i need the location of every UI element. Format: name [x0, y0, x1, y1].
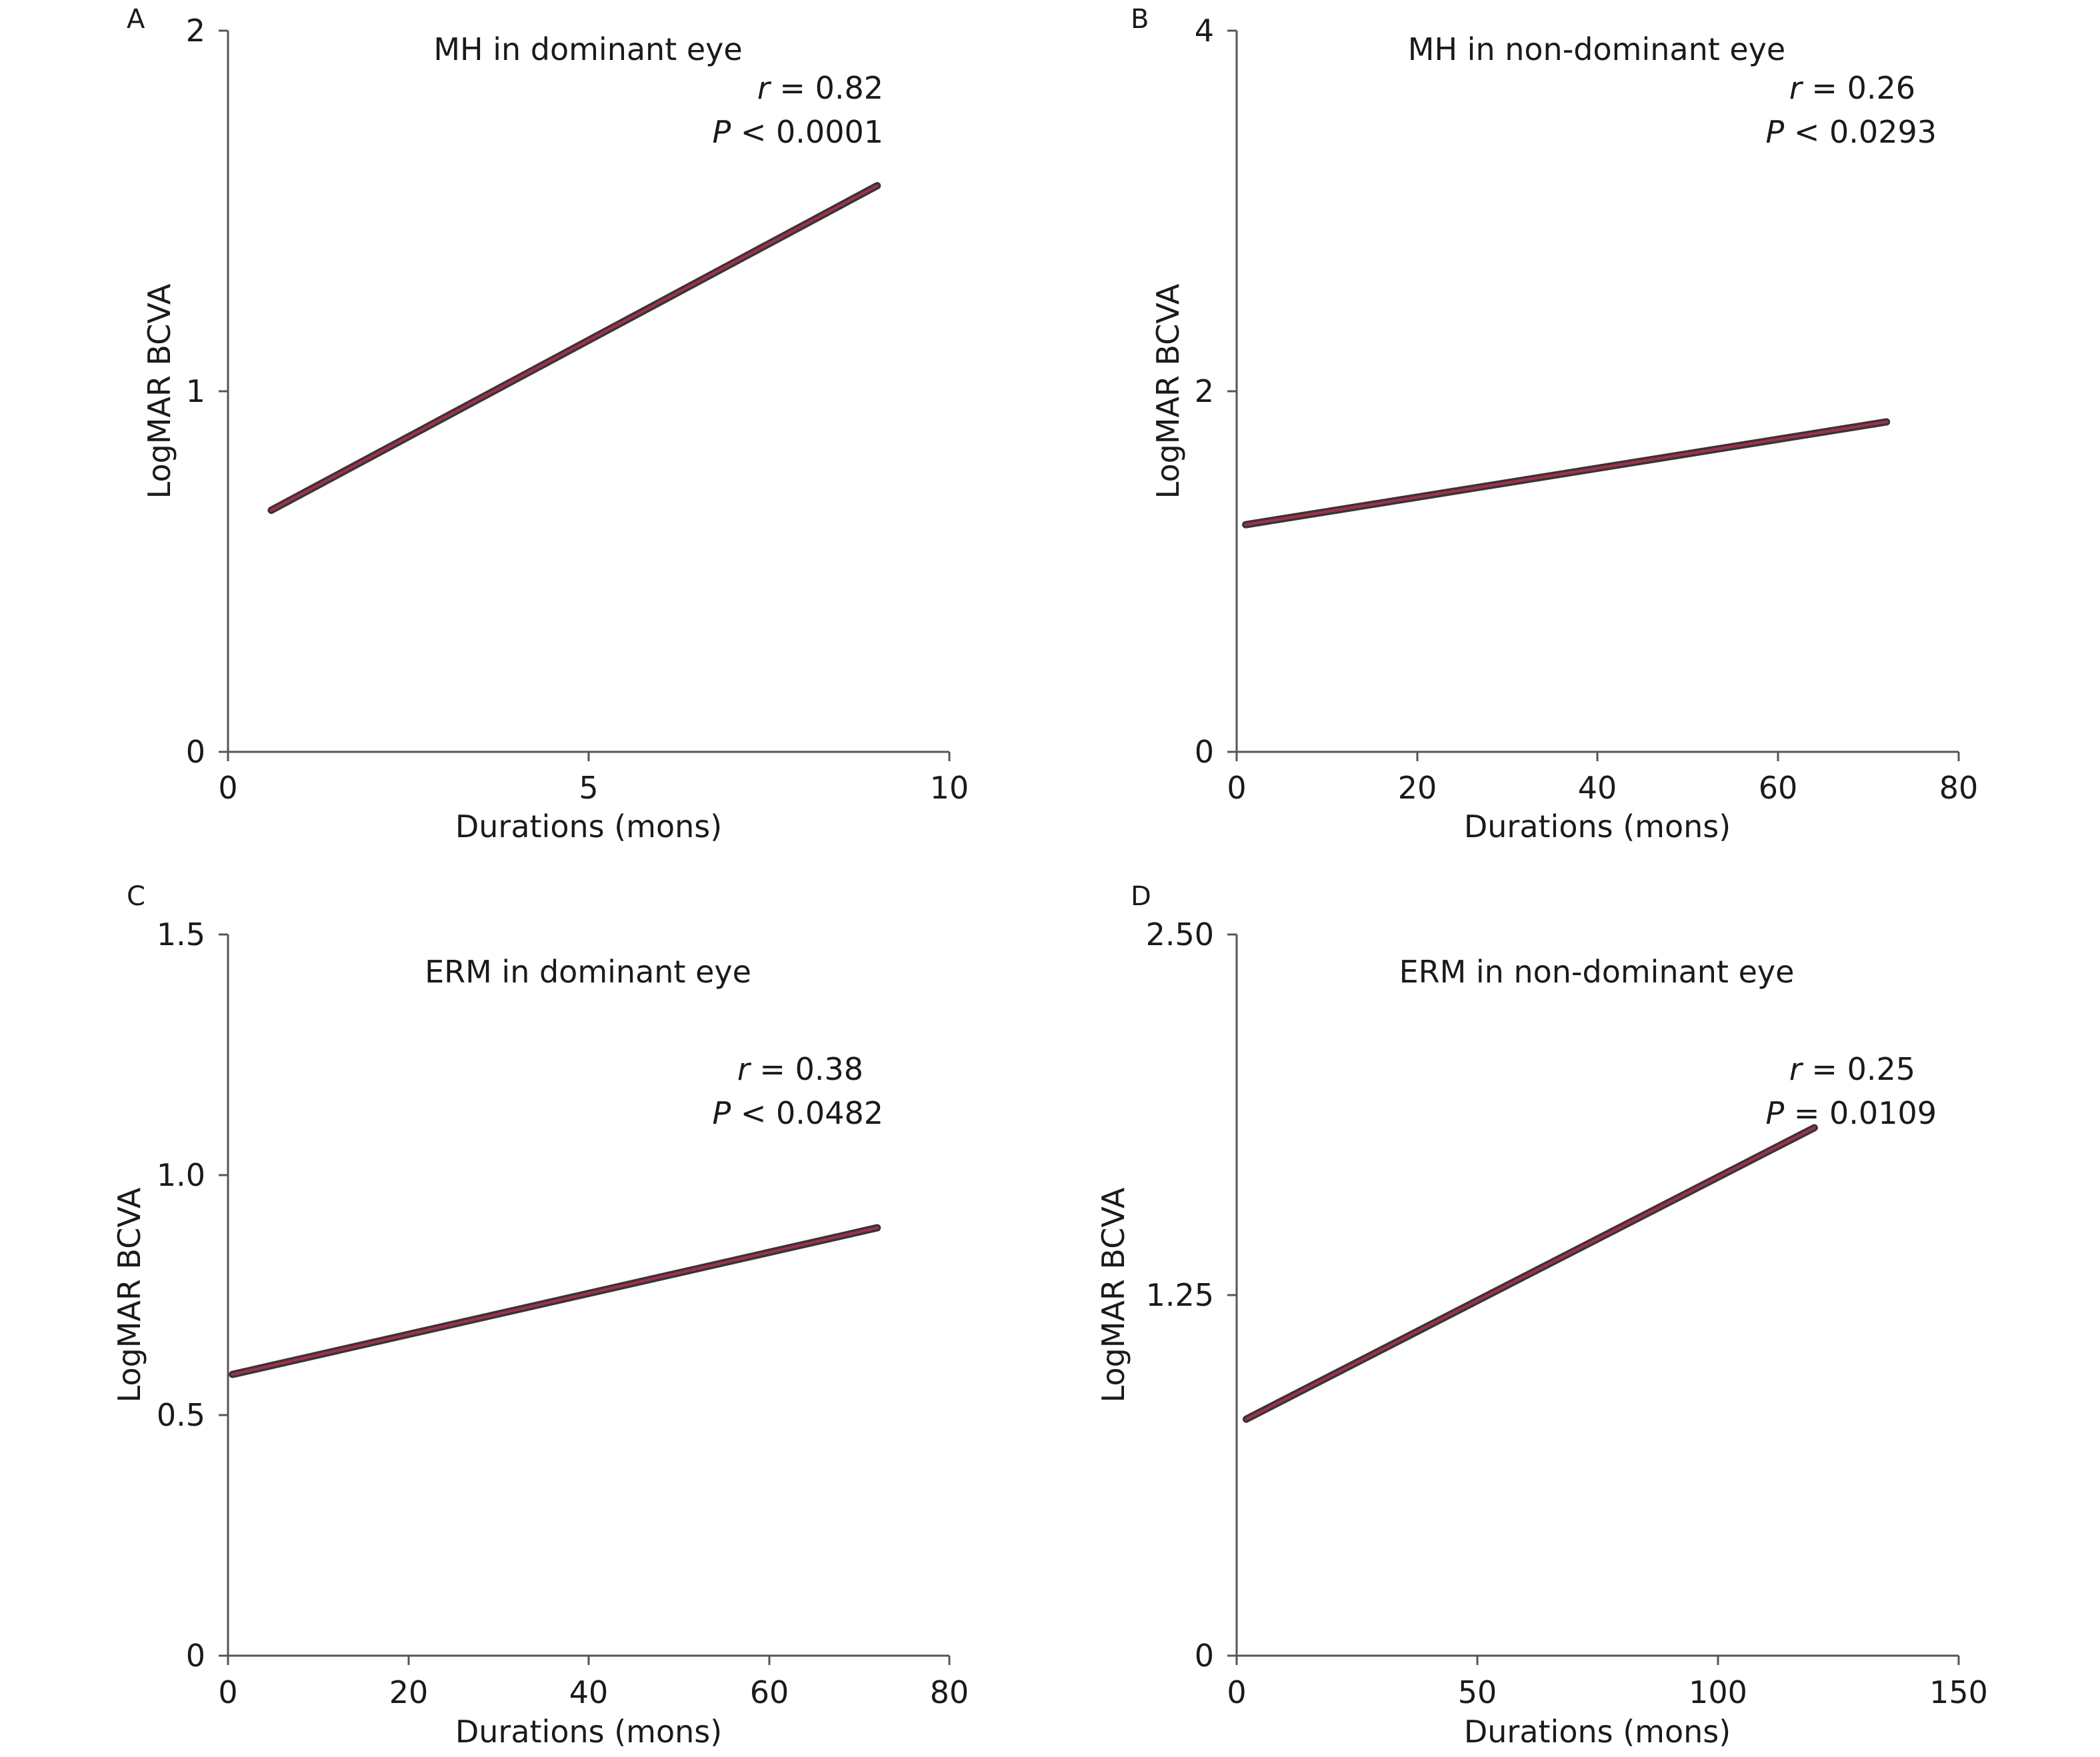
- chart-title: MH in dominant eye: [433, 31, 742, 67]
- y-tick-label: 0: [1195, 734, 1214, 770]
- x-ticks: 0 5 10: [218, 752, 969, 806]
- chart-title: ERM in non-dominant eye: [1399, 954, 1795, 990]
- y-axis-title: LogMAR BCVA: [111, 1187, 147, 1402]
- regression-line: [267, 182, 881, 515]
- y-tick-label: 1.5: [157, 916, 205, 952]
- x-tick-label: 0: [218, 1674, 237, 1710]
- y-axis-title: LogMAR BCVA: [141, 283, 177, 499]
- x-axis-title: Durations (mons): [1464, 1714, 1731, 1750]
- p-statistic: P = 0.0109: [1766, 1095, 1937, 1131]
- r-value: = 0.26: [1802, 70, 1915, 106]
- panel-letter: C: [127, 881, 145, 912]
- panel-letter: A: [127, 4, 145, 35]
- chart-title: MH in non-dominant eye: [1408, 31, 1785, 67]
- x-tick-label: 0: [218, 770, 237, 806]
- x-tick-label: 80: [930, 1674, 969, 1710]
- y-tick-label: 0: [186, 734, 205, 770]
- y-ticks: 0 1.25 2.50: [1146, 916, 1237, 1674]
- panel-a: A MH in dominant eye r = 0.82 P < 0.0001…: [127, 4, 969, 845]
- y-axis-title: LogMAR BCVA: [1150, 283, 1186, 499]
- x-tick-label: 0: [1227, 1674, 1246, 1710]
- p-symbol: P: [1766, 114, 1785, 150]
- r-symbol: r: [757, 70, 772, 106]
- x-axis-title: Durations (mons): [1464, 809, 1731, 845]
- chart-title: ERM in dominant eye: [425, 954, 751, 990]
- x-tick-label: 20: [1398, 770, 1437, 806]
- x-tick-label: 5: [579, 770, 598, 806]
- p-statistic: P < 0.0293: [1766, 114, 1937, 150]
- x-tick-label: 80: [1939, 770, 1979, 806]
- x-tick-label: 40: [1578, 770, 1617, 806]
- y-tick-label: 1.0: [157, 1157, 205, 1193]
- p-statistic: P < 0.0482: [713, 1095, 884, 1131]
- r-statistic: r = 0.25: [1789, 1051, 1915, 1087]
- r-value: = 0.82: [770, 70, 883, 106]
- panel-b: B MH in non-dominant eye r = 0.26 P < 0.…: [1131, 4, 1978, 845]
- panel-c: C ERM in dominant eye r = 0.38 P < 0.048…: [111, 881, 969, 1750]
- y-ticks: 0 2 4: [1195, 13, 1237, 770]
- x-axis-title: Durations (mons): [455, 809, 722, 845]
- p-value: < 0.0482: [731, 1095, 883, 1131]
- r-symbol: r: [737, 1051, 752, 1087]
- x-ticks: 0 50 100 150: [1227, 1656, 1988, 1710]
- y-ticks: 0 1 2: [186, 13, 228, 770]
- r-statistic: r = 0.38: [737, 1051, 863, 1087]
- x-axis-title: Durations (mons): [455, 1714, 722, 1750]
- x-tick-label: 20: [389, 1674, 429, 1710]
- x-tick-label: 60: [750, 1674, 789, 1710]
- y-tick-label: 0.5: [157, 1397, 205, 1433]
- r-statistic: r = 0.82: [757, 70, 883, 106]
- y-ticks: 0 0.5 1.0 1.5: [157, 916, 228, 1674]
- regression-line-accent: [1244, 420, 1888, 527]
- y-tick-label: 4: [1195, 13, 1214, 49]
- regression-line: [1242, 418, 1891, 529]
- panel-d: D ERM in non-dominant eye r = 0.25 P = 0…: [1095, 881, 1988, 1750]
- y-tick-label: 2: [1195, 373, 1214, 409]
- x-ticks: 0 20 40 60 80: [1227, 752, 1978, 806]
- x-tick-label: 60: [1759, 770, 1798, 806]
- y-tick-label: 1: [186, 373, 205, 409]
- x-tick-label: 10: [930, 770, 969, 806]
- x-ticks: 0 20 40 60 80: [218, 1656, 969, 1710]
- regression-line-accent: [231, 1226, 879, 1376]
- x-tick-label: 0: [1227, 770, 1246, 806]
- y-tick-label: 2.50: [1146, 916, 1214, 952]
- y-axis-title: LogMAR BCVA: [1095, 1187, 1131, 1402]
- y-tick-label: 2: [186, 13, 205, 49]
- r-value: = 0.25: [1802, 1051, 1915, 1087]
- x-tick-label: 50: [1458, 1674, 1497, 1710]
- p-value: < 0.0293: [1784, 114, 1937, 150]
- r-value: = 0.38: [750, 1051, 863, 1087]
- regression-line: [229, 1224, 881, 1378]
- r-symbol: r: [1789, 70, 1804, 106]
- regression-line-accent: [1245, 1126, 1816, 1421]
- y-tick-label: 0: [1195, 1638, 1214, 1674]
- p-symbol: P: [1766, 1095, 1785, 1131]
- p-symbol: P: [713, 114, 731, 150]
- x-tick-label: 40: [569, 1674, 609, 1710]
- regression-line-accent: [269, 184, 879, 512]
- panel-letter: B: [1131, 4, 1149, 35]
- y-tick-label: 0: [186, 1638, 205, 1674]
- x-tick-label: 150: [1929, 1674, 1988, 1710]
- panel-letter: D: [1131, 881, 1151, 912]
- p-statistic: P < 0.0001: [713, 114, 884, 150]
- y-tick-label: 1.25: [1146, 1277, 1214, 1313]
- r-symbol: r: [1789, 1051, 1804, 1087]
- r-statistic: r = 0.26: [1789, 70, 1915, 106]
- regression-line: [1242, 1124, 1818, 1423]
- x-tick-label: 100: [1689, 1674, 1747, 1710]
- p-symbol: P: [713, 1095, 731, 1131]
- p-value: < 0.0001: [731, 114, 883, 150]
- p-value: = 0.0109: [1784, 1095, 1937, 1131]
